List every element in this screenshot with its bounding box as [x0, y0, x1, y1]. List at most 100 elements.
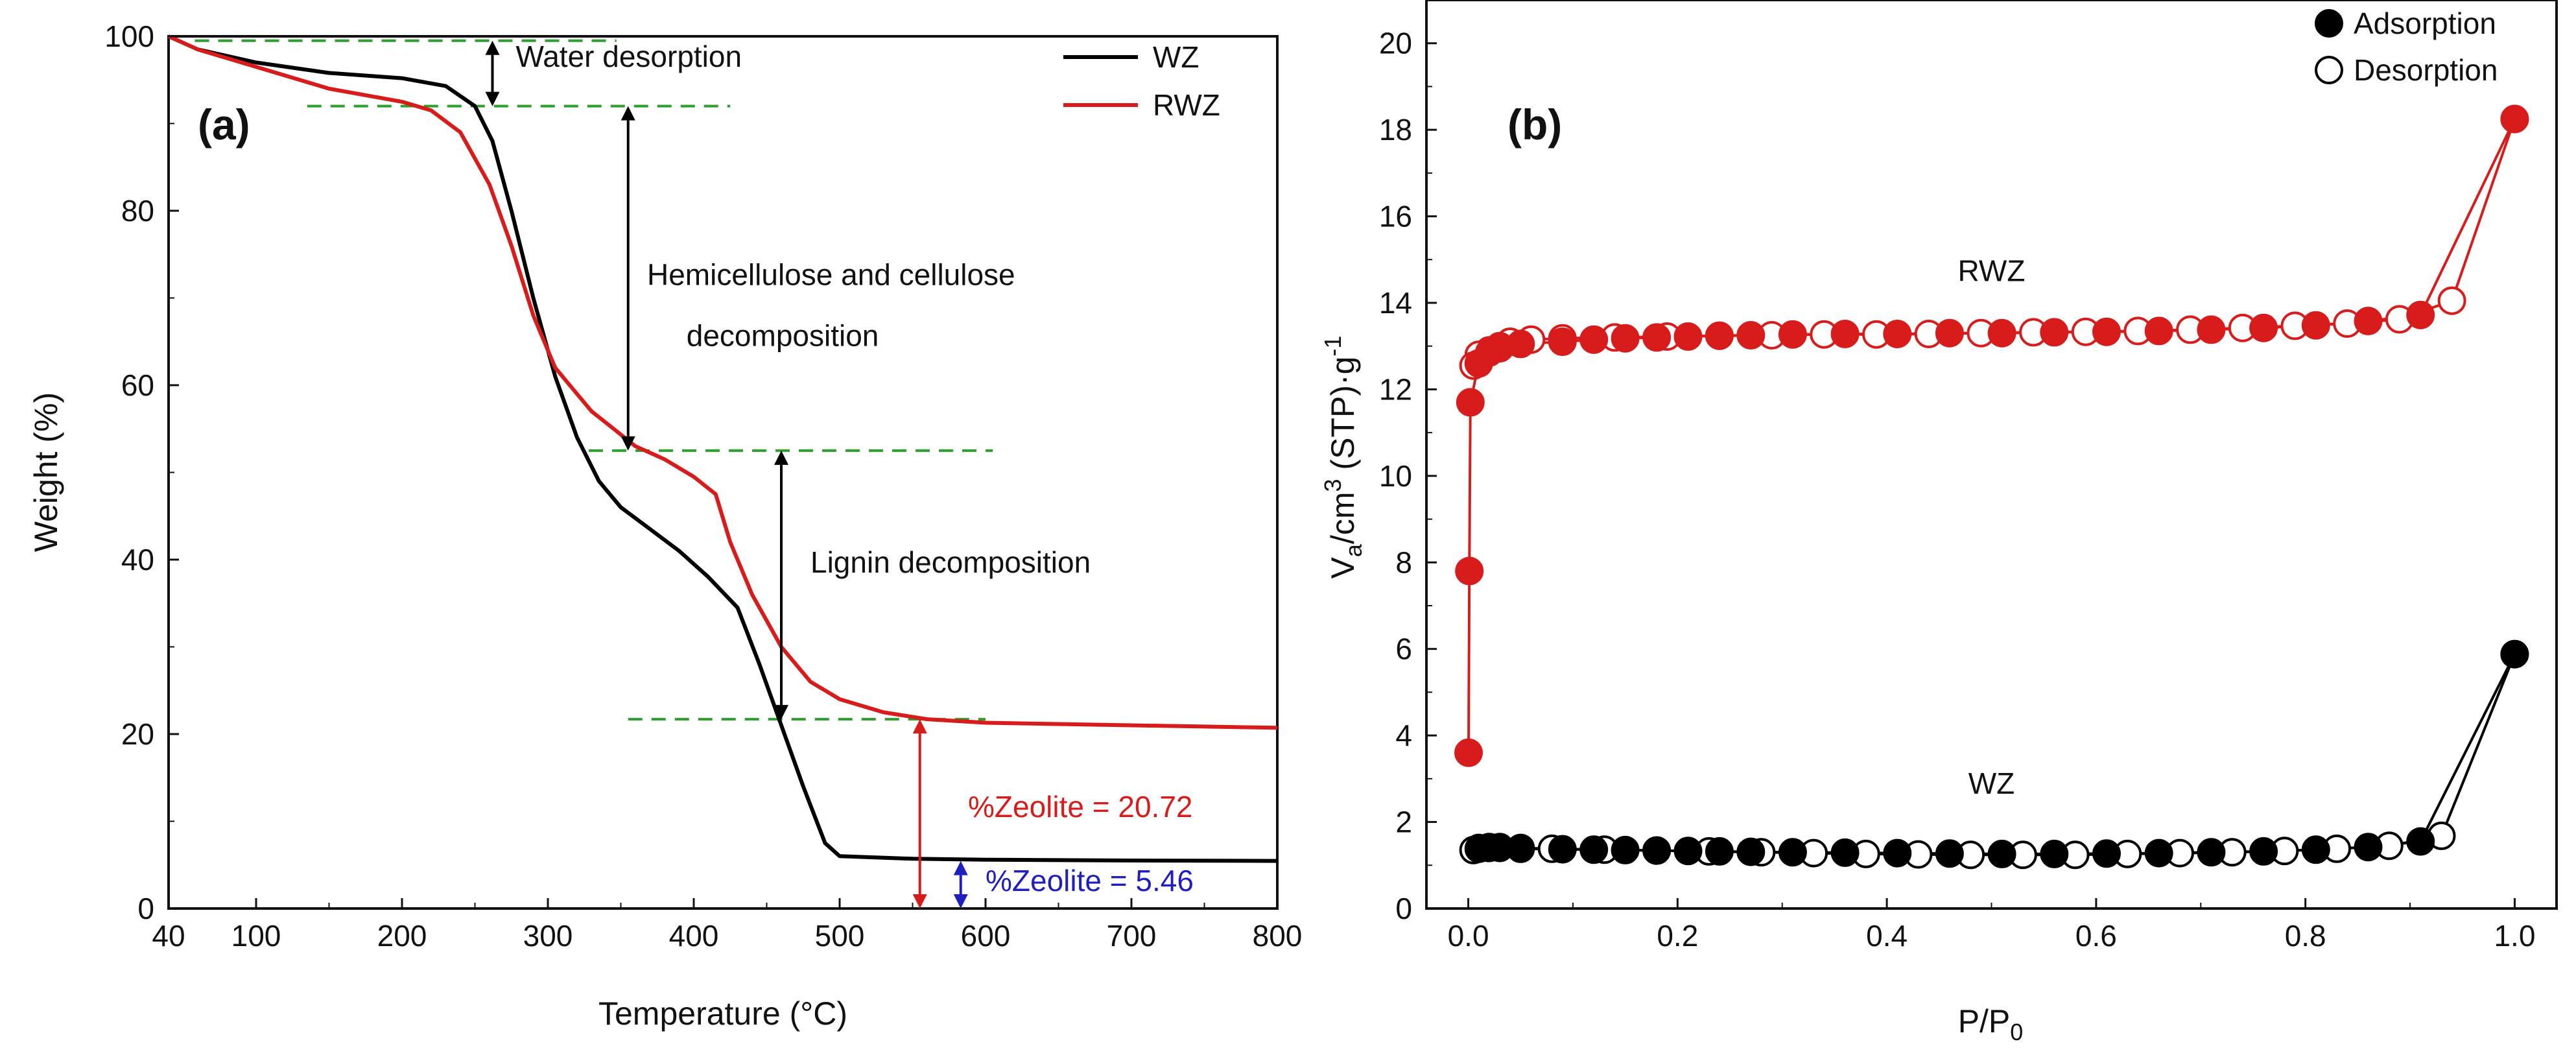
- isotherm-point: [1736, 837, 1766, 866]
- isotherm-point: [1579, 325, 1609, 354]
- tga-arrow-head: [485, 91, 500, 106]
- tga-arrow-head: [620, 436, 635, 451]
- isotherm-point: [2301, 835, 2330, 864]
- tga-y-tick-label: 60: [121, 368, 154, 402]
- tga-x-tick-label: 200: [377, 919, 427, 953]
- isotherm-point: [1736, 321, 1766, 350]
- isotherm-x-tick-label: 0.8: [2285, 919, 2326, 953]
- isotherm-series-group: [1454, 104, 2529, 870]
- isotherm-point: [1548, 327, 1577, 356]
- tga-annotation: Lignin decomposition: [810, 545, 1091, 579]
- isotherm-point: [1455, 556, 1484, 586]
- isotherm-x-tick-label: 0.2: [1657, 919, 1698, 953]
- isotherm-series-labels: RWZ WZ: [1958, 254, 2026, 801]
- tga-x-tick-label: 700: [1107, 919, 1157, 953]
- isotherm-point: [1935, 839, 1964, 868]
- isotherm-point: [1705, 837, 1734, 866]
- tga-annotation: %Zeolite = 5.46: [986, 864, 1194, 897]
- tga-panel-label: (a): [198, 101, 250, 148]
- isotherm-series-label: RWZ: [1958, 254, 2026, 288]
- isotherm-point: [2040, 318, 2069, 347]
- isotherm-point: [1987, 318, 2016, 348]
- tga-legend-label-wz: WZ: [1153, 40, 1199, 74]
- tga-annotation: decomposition: [687, 318, 879, 352]
- isotherm-point: [2354, 307, 2383, 335]
- isotherm-point: [2144, 838, 2173, 868]
- tga-x-tick-label: 100: [231, 919, 281, 953]
- legend-adsorption-marker: [2315, 9, 2343, 38]
- isotherm-y-tick-label: 12: [1379, 372, 1412, 406]
- isotherm-point: [1611, 835, 1640, 864]
- tga-y-tick-label: 80: [121, 194, 154, 228]
- tga-y-axis-title: Weight (%): [28, 392, 64, 552]
- isotherm-markers-rwz-adsorption: [1454, 104, 2529, 767]
- isotherm-point: [2144, 316, 2173, 346]
- tga-y-tick-label: 0: [137, 892, 154, 925]
- isotherm-point: [2249, 313, 2278, 342]
- isotherm-point: [1454, 738, 1483, 767]
- isotherm-point: [1548, 835, 1577, 864]
- tga-double-arrow: [953, 861, 968, 909]
- tga-double-arrow: [912, 719, 927, 909]
- tga-x-axis-title: Temperature (°C): [598, 995, 847, 1032]
- tga-legend: WZ RWZ: [1063, 40, 1220, 122]
- tga-legend-label-rwz: RWZ: [1153, 88, 1220, 122]
- tga-y-tick-label: 100: [104, 19, 154, 53]
- tga-annotation: Water desorption: [516, 40, 742, 73]
- tga-annotations: Water desorption Hemicellulose and cellul…: [516, 40, 1194, 897]
- legend-adsorption-label: Adsorption: [2354, 6, 2496, 40]
- isotherm-point: [1987, 839, 2016, 868]
- isotherm-point: [1778, 838, 1807, 867]
- isotherm-y-tick-label: 18: [1379, 113, 1412, 147]
- isotherm-y-tick-label: 6: [1395, 632, 1412, 666]
- isotherm-point: [2500, 639, 2529, 669]
- isotherm-point: [2437, 286, 2466, 315]
- tga-x-tick-label: 800: [1253, 919, 1303, 953]
- isotherm-point: [1883, 838, 1912, 868]
- isotherm-point: [2092, 317, 2121, 346]
- isotherm-point: [2197, 315, 2226, 344]
- isotherm-y-tick-label: 8: [1395, 545, 1412, 579]
- tga-double-arrow: [774, 450, 788, 720]
- isotherm-x-tick-label: 0.0: [1448, 919, 1489, 953]
- tga-arrow-head: [485, 40, 500, 55]
- isotherm-panel-label: (b): [1507, 101, 1562, 148]
- tga-arrow-head: [620, 106, 635, 121]
- isotherm-y-tick-label: 10: [1379, 459, 1412, 493]
- isotherm-point: [2249, 837, 2278, 866]
- tga-x-tick-label: 500: [815, 919, 865, 953]
- tga-axis-ticks: 40 100 200 300 400 500 600 700 800 0 20 40 60 80 100: [104, 19, 1302, 953]
- isotherm-y-tick-label: 14: [1379, 286, 1412, 320]
- tga-arrows: [485, 40, 968, 909]
- isotherm-axis-ticks: 0.0 0.2 0.4 0.6 0.8 1.0 0 2 4 6 8 10 12 14 16 18 20: [1379, 27, 2536, 953]
- legend-desorption-label: Desorption: [2354, 53, 2498, 87]
- isotherm-point: [2354, 833, 2383, 862]
- tga-x-tick-label: 40: [152, 919, 185, 953]
- isotherm-y-axis-title: Va/cm3 (STP)·g-1: [1319, 336, 1367, 579]
- tga-arrow-head: [912, 894, 927, 909]
- tga-annotation: Hemicellulose and cellulose: [647, 257, 1015, 291]
- isotherm-point: [2092, 839, 2121, 868]
- tga-arrow-head: [774, 450, 788, 465]
- isotherm-point: [1642, 323, 1672, 352]
- isotherm-point: [2406, 300, 2435, 329]
- isotherm-x-tick-label: 0.6: [2075, 919, 2117, 953]
- isotherm-point: [1579, 835, 1609, 864]
- tga-arrow-head: [953, 861, 968, 875]
- isotherm-point: [1883, 320, 1912, 348]
- isotherm-x-tick-label: 0.4: [1866, 919, 1908, 953]
- legend-desorption-marker: [2315, 56, 2343, 84]
- isotherm-point: [2500, 104, 2529, 134]
- isotherm-point: [1456, 388, 1485, 417]
- isotherm-y-tick-label: 2: [1395, 805, 1412, 839]
- isotherm-point: [1705, 321, 1734, 350]
- isotherm-markers-wz-adsorption: [1464, 639, 2529, 868]
- isotherm-point: [1673, 322, 1703, 351]
- tga-arrow-head: [912, 719, 927, 734]
- isotherm-point: [2301, 311, 2330, 340]
- isotherm-point: [1673, 837, 1703, 866]
- isotherm-point: [1830, 838, 1860, 867]
- tga-x-tick-label: 300: [523, 919, 573, 953]
- tga-x-tick-label: 400: [669, 919, 719, 953]
